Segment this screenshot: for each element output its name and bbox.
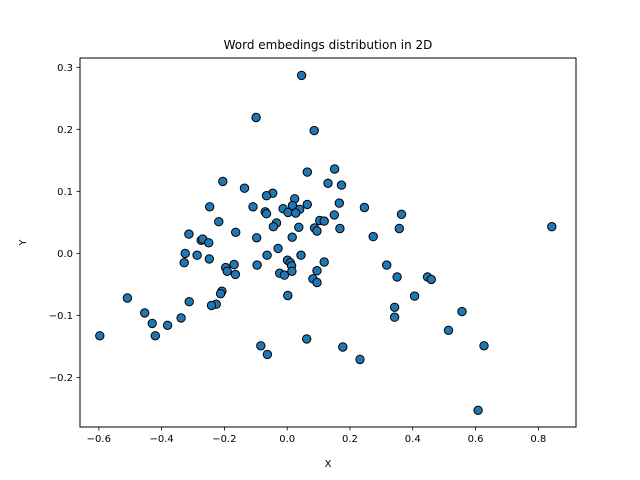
scatter-point [296, 250, 306, 260]
scatter-point [302, 334, 312, 344]
scatter-point [229, 259, 239, 270]
scatter-point [309, 125, 319, 136]
scatter-point [230, 269, 241, 280]
scatter-point [222, 266, 232, 276]
scatter-point [231, 227, 241, 238]
scatter-point [192, 250, 202, 260]
scatter-point [122, 293, 133, 303]
y-tick-label: 0.0 [57, 249, 73, 260]
scatter-point [457, 306, 467, 317]
scatter-point [396, 209, 407, 220]
scatter-point [394, 223, 404, 234]
scatter-point [239, 183, 250, 193]
plot-area-frame [79, 57, 577, 428]
y-tick-label: −0.2 [49, 373, 73, 384]
scatter-point [389, 312, 400, 322]
y-tick-label: 0.1 [57, 187, 73, 198]
scatter-point [389, 302, 400, 312]
scatter-point [214, 217, 224, 227]
scatter-point [319, 257, 329, 267]
x-tick-label: −0.6 [87, 434, 111, 445]
y-tick-label: 0.2 [57, 125, 73, 136]
scatter-point [262, 349, 273, 360]
scatter-point [184, 229, 194, 239]
points-layer [95, 70, 557, 415]
scatter-point [179, 258, 189, 268]
scatter-point [368, 231, 378, 242]
scatter-point [359, 202, 370, 213]
scatter-point [215, 289, 226, 299]
y-tick-label: −0.1 [49, 311, 73, 322]
y-axis-label: Y [18, 239, 29, 247]
scatter-point [312, 226, 322, 236]
scatter-point [206, 300, 217, 311]
scatter-point [409, 291, 420, 301]
scatter-point [319, 216, 329, 226]
scatter-point [261, 209, 272, 219]
scatter-point [302, 167, 312, 177]
scatter-point [291, 208, 301, 218]
scatter-point [382, 260, 392, 270]
scatter-point [252, 233, 262, 243]
scatter-point [335, 223, 345, 234]
x-tick-label: −0.2 [212, 434, 236, 445]
scatter-point [329, 164, 340, 174]
scatter-point [268, 222, 279, 232]
chart-title: Word embedings distribution in 2D [224, 38, 433, 52]
x-tick-label: 0.6 [468, 434, 484, 445]
scatter-point [184, 297, 194, 307]
scatter-point [287, 232, 297, 242]
scatter-point [287, 266, 297, 276]
scatter-point [176, 313, 186, 323]
scatter-point [262, 250, 272, 260]
scatter-point [273, 243, 283, 254]
scatter-point [426, 274, 436, 285]
scatter-point [140, 308, 150, 318]
x-tick-label: 0.2 [342, 434, 358, 445]
scatter-point [355, 354, 365, 365]
scatter-point [279, 270, 290, 280]
scatter-point [329, 210, 339, 220]
scatter-point [162, 320, 173, 330]
y-tick-label: 0.3 [57, 63, 73, 74]
scatter-point [473, 405, 483, 415]
scatter-point [147, 318, 157, 329]
scatter-point [302, 199, 312, 210]
scatter-point [336, 180, 347, 190]
scatter-point [180, 248, 190, 259]
scatter-point [312, 266, 322, 276]
x-tick-label: 0.8 [530, 434, 546, 445]
scatter-point [323, 178, 333, 189]
scatter-point [261, 191, 272, 201]
x-axis: −0.6 −0.4 −0.2 0.0 0.2 0.4 0.6 0.8 [87, 427, 546, 445]
x-tick-label: 0.4 [405, 434, 421, 445]
scatter-point [150, 331, 161, 341]
scatter-point [252, 260, 262, 270]
scatter-point [251, 112, 261, 123]
scatter-point [392, 272, 402, 282]
x-tick-label: 0.0 [279, 434, 295, 445]
scatter-point [248, 202, 258, 212]
scatter-point [479, 341, 489, 351]
scatter-point [547, 222, 557, 232]
scatter-point [294, 222, 304, 233]
scatter-point [204, 254, 215, 264]
scatter-point [283, 290, 293, 301]
scatter-point [296, 70, 307, 81]
scatter-point [205, 202, 215, 212]
scatter-point [334, 198, 344, 208]
x-tick-label: −0.4 [149, 434, 173, 445]
scatter-point [204, 238, 214, 248]
scatter-point [256, 341, 266, 351]
x-axis-label: X [325, 459, 332, 470]
scatter-point [338, 342, 348, 352]
y-axis: −0.2 −0.1 0.0 0.1 0.2 0.3 [49, 63, 80, 384]
scatter-point [443, 325, 454, 335]
scatter-point [95, 331, 105, 341]
scatter-point [218, 176, 228, 187]
scatter-point [312, 277, 322, 288]
